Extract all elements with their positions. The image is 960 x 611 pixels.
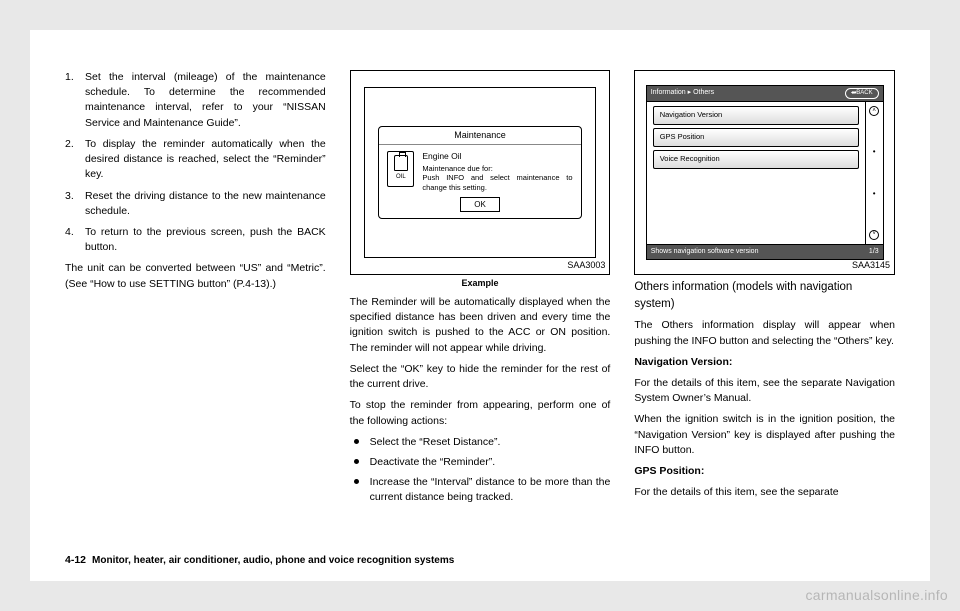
bullet-list: Select the “Reset Distance”. Deactivate … xyxy=(350,435,611,506)
watermark: carmanualsonline.info xyxy=(806,587,949,603)
oil-icon: OIL xyxy=(387,151,414,187)
page-footer: 4-12 Monitor, heater, air conditioner, a… xyxy=(65,554,895,566)
col2-p2: Select the “OK” key to hide the reminder… xyxy=(350,362,611,392)
column-2: Maintenance OIL Engine Oil Maintenance d… xyxy=(350,70,611,546)
nav-middle: Navigation Version GPS Position Voice Re… xyxy=(647,102,883,244)
nav-item-2: GPS Position xyxy=(653,128,859,147)
others-subhead: Others information (models with navigati… xyxy=(634,279,895,312)
nav-pager: 1/3 xyxy=(869,247,879,257)
col3-p1: The Others information display will appe… xyxy=(634,318,895,348)
figure-code: SAA3145 xyxy=(852,259,890,272)
popup-body: OIL Engine Oil Maintenance due for: Push… xyxy=(379,145,580,197)
nav-bottombar: Shows navigation software version 1/3 xyxy=(647,244,883,259)
bullet-1: Select the “Reset Distance”. xyxy=(350,435,611,450)
nav-item-1: Navigation Version xyxy=(653,106,859,125)
nav-item-3: Voice Recognition xyxy=(653,150,859,169)
popup-line1: Engine Oil xyxy=(422,151,572,162)
scroll-up-icon: ˄ xyxy=(869,106,879,116)
col2-p1: The Reminder will be automatically displ… xyxy=(350,295,611,356)
bullet-3: Increase the “Interval” distance to be m… xyxy=(350,475,611,505)
nav-screen: Information ▸ Others ⮨BACK Navigation Ve… xyxy=(646,85,884,260)
col2-p3: To stop the reminder from appearing, per… xyxy=(350,398,611,428)
col3-p3: When the ignition switch is in the ignit… xyxy=(634,412,895,458)
maintenance-screen: Maintenance OIL Engine Oil Maintenance d… xyxy=(364,87,597,258)
columns: Set the interval (mileage) of the mainte… xyxy=(65,70,895,546)
nav-list: Navigation Version GPS Position Voice Re… xyxy=(647,102,865,244)
nav-scrollbar: ˄ • • ˅ xyxy=(865,102,883,244)
column-1: Set the interval (mileage) of the mainte… xyxy=(65,70,326,546)
figure-maintenance: Maintenance OIL Engine Oil Maintenance d… xyxy=(350,70,611,275)
manual-page: Set the interval (mileage) of the mainte… xyxy=(30,30,930,581)
step-1: Set the interval (mileage) of the mainte… xyxy=(65,70,326,131)
maintenance-popup: Maintenance OIL Engine Oil Maintenance d… xyxy=(378,126,581,220)
popup-line3: Push INFO and select maintenance to chan… xyxy=(422,173,572,193)
oil-bottle-icon xyxy=(394,155,408,171)
back-button: ⮨BACK xyxy=(845,88,879,99)
nav-bottom-text: Shows navigation software version xyxy=(651,247,759,257)
oil-label: OIL xyxy=(396,173,406,182)
figure-nav-info: Information ▸ Others ⮨BACK Navigation Ve… xyxy=(634,70,895,275)
page-number: 4-12 xyxy=(65,554,86,566)
col3-p4: For the details of this item, see the se… xyxy=(634,485,895,500)
numbered-steps: Set the interval (mileage) of the mainte… xyxy=(65,70,326,255)
gps-position-heading: GPS Position: xyxy=(634,464,895,479)
col3-p2: For the details of this item, see the se… xyxy=(634,376,895,406)
bullet-2: Deactivate the “Reminder”. xyxy=(350,455,611,470)
nav-topbar: Information ▸ Others ⮨BACK xyxy=(647,86,883,102)
popup-text: Engine Oil Maintenance due for: Push INF… xyxy=(422,151,572,193)
nav-version-heading: Navigation Version: xyxy=(634,355,895,370)
section-title: Monitor, heater, air conditioner, audio,… xyxy=(92,555,454,566)
scroll-dot-icon: • xyxy=(873,146,876,158)
example-label: Example xyxy=(350,277,611,290)
scroll-down-icon: ˅ xyxy=(869,230,879,240)
step-2: To display the reminder automatically wh… xyxy=(65,137,326,183)
column-3: Information ▸ Others ⮨BACK Navigation Ve… xyxy=(634,70,895,546)
step-4: To return to the previous screen, push t… xyxy=(65,225,326,255)
figure-code: SAA3003 xyxy=(567,259,605,272)
unit-paragraph: The unit can be converted between “US” a… xyxy=(65,261,326,291)
ok-button: OK xyxy=(460,197,500,213)
popup-line2: Maintenance due for: xyxy=(422,164,572,174)
step-3: Reset the driving distance to the new ma… xyxy=(65,189,326,219)
scroll-dot-icon: • xyxy=(873,188,876,200)
popup-title: Maintenance xyxy=(379,127,580,145)
breadcrumb: Information ▸ Others xyxy=(651,88,714,98)
